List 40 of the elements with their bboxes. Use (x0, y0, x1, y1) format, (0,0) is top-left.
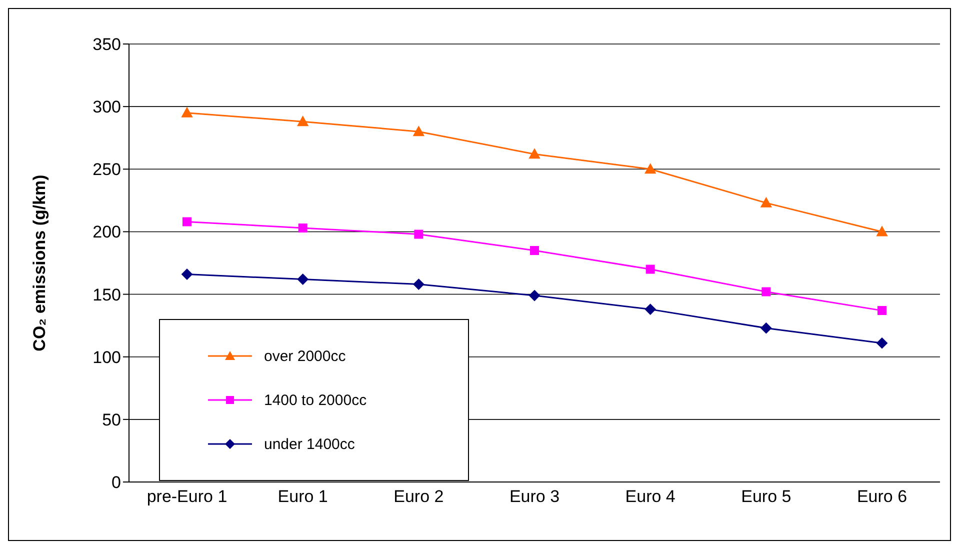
y-axis-title: CO₂ emissions (g/km) (30, 174, 50, 352)
point (876, 226, 888, 236)
point (529, 290, 540, 302)
point (413, 278, 424, 290)
point (182, 107, 192, 118)
y-tick-label: 150 (92, 285, 121, 304)
point (878, 306, 886, 316)
point (297, 116, 308, 126)
y-tick-label: 200 (92, 222, 121, 242)
point (762, 287, 771, 296)
y-tick-label: 50 (102, 410, 121, 430)
point (644, 304, 656, 315)
point (876, 338, 888, 349)
point (760, 197, 772, 208)
y-tick-label: 350 (92, 35, 121, 54)
point (182, 217, 192, 226)
point (644, 164, 656, 174)
y-tick-label: 250 (92, 160, 121, 180)
point (646, 264, 655, 274)
y-tick-label: 100 (92, 348, 121, 367)
point (414, 230, 424, 239)
legend-label: under 1400cc (264, 436, 355, 452)
point (298, 223, 308, 232)
x-tick-label: Euro 2 (394, 487, 444, 506)
x-tick-label: Euro 1 (278, 487, 328, 506)
legend-label: over 2000cc (264, 348, 346, 364)
point (530, 246, 539, 255)
legend-label: 1400 to 2000cc (264, 392, 367, 408)
point (529, 148, 540, 159)
point (297, 274, 308, 285)
x-tick-label: Euro 5 (741, 487, 792, 506)
x-tick-label: Euro 3 (509, 487, 560, 506)
x-tick-label: pre-Euro 1 (146, 487, 228, 506)
x-tick-label: Euro 4 (625, 487, 676, 506)
point (413, 126, 424, 136)
y-tick-label: 0 (112, 473, 121, 492)
point (182, 268, 192, 280)
point (760, 322, 772, 334)
y-tick-label: 300 (92, 98, 121, 117)
x-tick-label: Euro 6 (856, 487, 908, 506)
